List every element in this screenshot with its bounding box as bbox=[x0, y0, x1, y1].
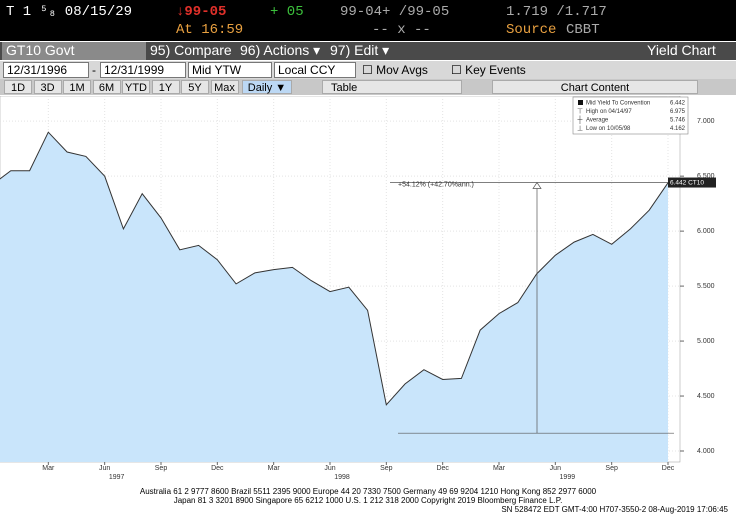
legend-label: Low on 10/05/98 bbox=[586, 126, 631, 132]
frequency[interactable]: Daily ▼ bbox=[242, 80, 292, 94]
period-button[interactable]: 6M bbox=[92, 80, 121, 94]
option-label: Key Events bbox=[465, 63, 526, 77]
period-button[interactable]: 1Y bbox=[151, 80, 180, 94]
x-tick-label: Jun bbox=[99, 465, 110, 472]
edit-button[interactable]: 97) Edit ▾ bbox=[330, 42, 390, 58]
arrow-head bbox=[532, 181, 542, 189]
y-tick-label: 6.000 bbox=[697, 228, 715, 235]
legend-symbol: ⊤ bbox=[577, 108, 583, 115]
legend-value: 6.442 bbox=[670, 101, 686, 107]
x-tick-label: Jun bbox=[324, 465, 335, 472]
chart: 4.000 4.500 5.000 5.500 6.000 6.500 7.000 Mar Ju… bbox=[0, 96, 716, 481]
y-tick-label: 6.500 bbox=[697, 173, 715, 180]
source: CBBT bbox=[566, 22, 600, 38]
legend-symbol: ┼ bbox=[577, 115, 583, 125]
year-label: 1998 bbox=[334, 474, 350, 481]
legend-value: 5.746 bbox=[670, 118, 686, 124]
x-tick-label: Dec bbox=[662, 465, 675, 472]
x-tick-label: Mar bbox=[42, 465, 55, 472]
annotation: +54.12% (+42.70%ann.) bbox=[398, 181, 474, 188]
toolbar: GT10 Govt 95) Compare 96) Actions ▾ 97) … bbox=[0, 42, 736, 60]
line bbox=[0, 131, 669, 406]
date-separator: - bbox=[92, 63, 96, 77]
series bbox=[0, 131, 669, 462]
x-tick-label: Mar bbox=[493, 465, 506, 472]
function-title: Yield Chart bbox=[647, 42, 716, 58]
period-button[interactable]: 1D bbox=[4, 80, 32, 94]
bid-ask: 99-04+ /99-05 bbox=[340, 4, 450, 20]
option-label: Mov Avgs bbox=[376, 63, 428, 77]
x-tick-label: Sep bbox=[605, 465, 618, 472]
end-date[interactable]: 12/31/1999 bbox=[100, 62, 186, 78]
x-tick-label: Sep bbox=[155, 465, 168, 472]
x-tick-label: Mar bbox=[268, 465, 281, 472]
security: T 1 ⁵₈ 08/15/29 bbox=[6, 4, 133, 20]
option-mov-avgs[interactable]: ☐ Mov Avgs bbox=[362, 63, 428, 77]
last-price: ↓99-05 bbox=[176, 4, 227, 20]
x-tick-label: Dec bbox=[436, 465, 449, 472]
controls: 12/31/1996 - 12/31/1999 Mid YTW Local CC… bbox=[0, 61, 736, 79]
x-tick-label: Sep bbox=[380, 465, 393, 472]
x-tick-label: Dec bbox=[211, 465, 224, 472]
ticker[interactable]: GT10 Govt bbox=[2, 42, 146, 60]
legend-value: 4.162 bbox=[670, 126, 686, 132]
size: -- x -- bbox=[372, 22, 431, 38]
legend-value: 6.975 bbox=[670, 109, 686, 115]
option-key-events[interactable]: ☐ Key Events bbox=[451, 63, 526, 77]
legend-symbol: ⊥ bbox=[577, 125, 583, 132]
source-label: Source bbox=[506, 22, 557, 38]
area-fill bbox=[0, 132, 668, 462]
field[interactable]: Mid YTW bbox=[188, 62, 272, 78]
period-bar: Daily ▼ Table Chart Content 1D 3D 1M 6M YTD 1… bbox=[0, 79, 736, 95]
legend-label: Mid Yield To Convention bbox=[586, 101, 650, 107]
time: At 16:59 bbox=[176, 22, 244, 38]
y-tick-label: 5.000 bbox=[697, 338, 715, 345]
legend-label: Average bbox=[586, 118, 609, 124]
compare-button[interactable]: 95) Compare bbox=[150, 42, 232, 58]
footer-line: SN 528472 EDT GMT-4:00 H707-3550-2 08-Au… bbox=[501, 505, 728, 514]
x-tick-label: Jun bbox=[550, 465, 561, 472]
period-button[interactable]: YTD bbox=[122, 80, 150, 94]
legend-swatch bbox=[578, 100, 583, 105]
legend-label: High on 04/14/97 bbox=[586, 109, 632, 115]
footer-line: Australia 61 2 9777 8600 Brazil 5511 239… bbox=[139, 487, 597, 496]
table-button[interactable]: Table bbox=[322, 80, 462, 94]
legend-box bbox=[572, 96, 689, 135]
change: + 05 bbox=[270, 4, 304, 20]
year-label: 1999 bbox=[560, 474, 576, 481]
chart-content-button[interactable]: Chart Content bbox=[492, 80, 698, 94]
year-label: 1997 bbox=[109, 474, 125, 481]
period-button[interactable]: 3D bbox=[33, 80, 62, 94]
period-button[interactable]: 1M bbox=[63, 80, 91, 94]
y-tick-label: 4.500 bbox=[697, 393, 715, 400]
last-value-label: 6.442 CT10 bbox=[670, 179, 704, 186]
y-tick-label: 4.000 bbox=[697, 448, 715, 455]
quote-bar: T 1 ⁵₈ 08/15/29 ↓99-05 + 05 99-04+ /99-0… bbox=[0, 0, 736, 41]
footer-line: Japan 81 3 3201 8900 Singapore 65 6212 1… bbox=[173, 496, 563, 505]
actions-button[interactable]: 96) Actions ▾ bbox=[240, 42, 321, 58]
yields: 1.719 /1.717 bbox=[506, 4, 607, 20]
y-tick-label: 5.500 bbox=[697, 283, 715, 290]
start-date[interactable]: 12/31/1996 bbox=[3, 62, 89, 78]
currency[interactable]: Local CCY bbox=[274, 62, 356, 78]
last-value-box bbox=[668, 177, 716, 188]
period-button[interactable]: Max bbox=[210, 80, 239, 94]
y-tick-label: 7.000 bbox=[697, 118, 715, 125]
period-button[interactable]: 5Y bbox=[181, 80, 209, 94]
